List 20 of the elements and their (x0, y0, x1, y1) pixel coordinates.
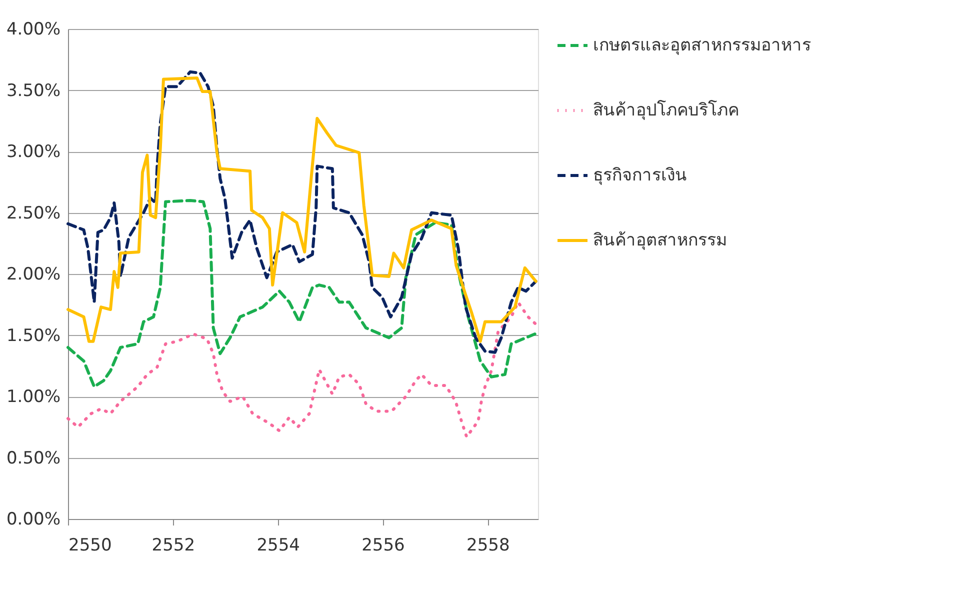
y-tick-label: 0.00% (6, 510, 60, 530)
y-tick-label: 4.00% (6, 20, 60, 40)
line-series (66, 199, 536, 388)
legend-label: สินค้าอุตสาหกรรม (593, 230, 727, 250)
x-tick-label: 2550 (68, 536, 112, 556)
y-tick-label: 0.50% (6, 448, 60, 468)
y-tick-label: 2.50% (6, 203, 60, 224)
y-tick-label: 1.00% (6, 387, 60, 407)
legend-label: ธุรกิจการเงิน (593, 166, 687, 186)
legend-label: เกษตรและอุตสาหกรรมอาหาร (593, 36, 811, 56)
legend-label: สินค้าอุปโภคบริโภค (593, 100, 739, 120)
y-tick-label: 1.50% (6, 326, 60, 346)
y-tick-label: 3.50% (6, 80, 60, 101)
y-tick-label: 3.00% (6, 142, 60, 162)
x-tick-label: 2556 (362, 536, 405, 556)
line-series (66, 300, 538, 438)
x-tick-label: 2558 (466, 536, 510, 556)
x-tick-label: 2554 (256, 536, 300, 556)
x-tick-label: 2552 (152, 536, 196, 556)
y-tick-label: 2.00% (6, 264, 60, 284)
